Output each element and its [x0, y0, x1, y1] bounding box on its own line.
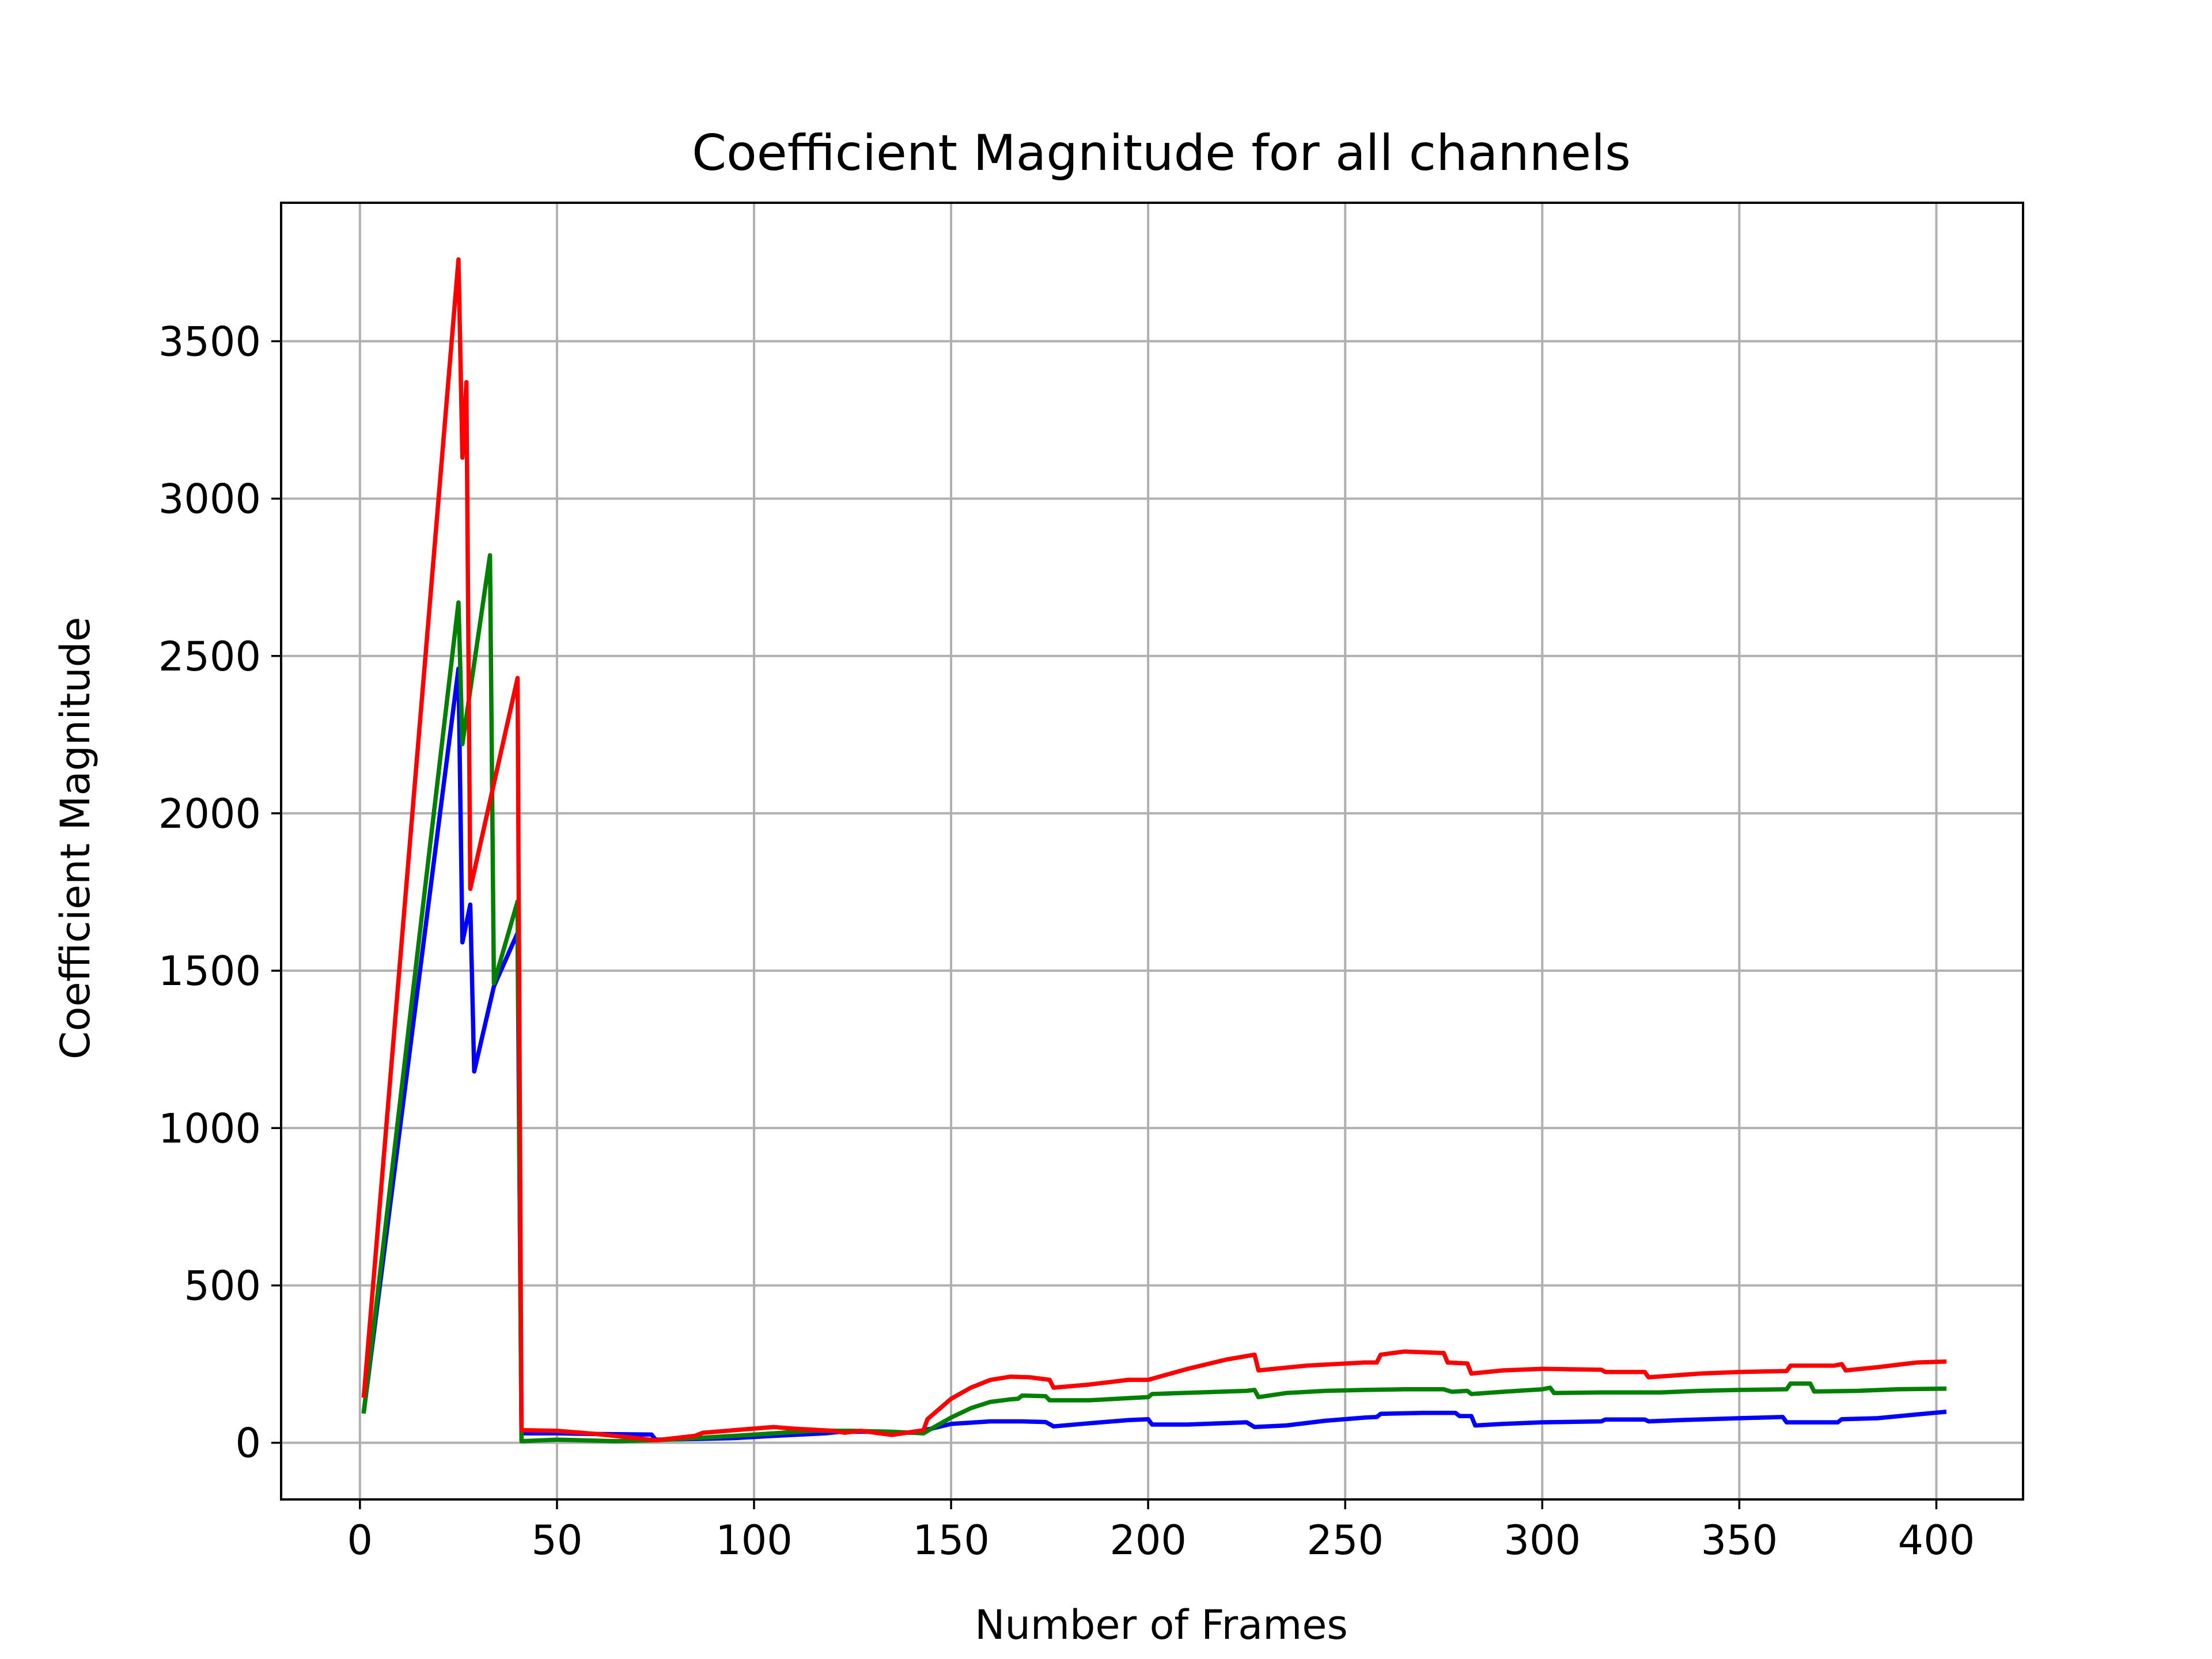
x-tick-label: 50: [531, 1517, 582, 1564]
y-tick-label: 0: [235, 1420, 261, 1467]
x-tick-label: 100: [715, 1517, 793, 1564]
series-line-2: [361, 553, 1946, 1444]
y-tick-label: 3500: [158, 318, 261, 365]
x-tick-label: 150: [912, 1517, 990, 1564]
grid: [281, 203, 2023, 1499]
series-lines: [361, 257, 1947, 1444]
x-tick-label: 0: [347, 1517, 373, 1564]
y-tick-label: 3000: [158, 476, 261, 523]
chart-title: Coefficient Magnitude for all channels: [692, 124, 1631, 182]
y-tick-label: 1500: [158, 948, 261, 995]
x-axis-label: Number of Frames: [975, 1601, 1348, 1649]
series-line-3: [361, 257, 1947, 1443]
axis-ticks: 0 50 100 150 200 250 300 350 400 0 500 1000 1500 2000…: [158, 318, 1975, 1564]
x-tick-label: 250: [1306, 1517, 1384, 1564]
x-tick-label: 350: [1701, 1517, 1778, 1564]
y-axis-label: Coefficient Magnitude: [52, 617, 99, 1059]
x-tick-label: 300: [1504, 1517, 1581, 1564]
y-tick-label: 1000: [158, 1105, 261, 1152]
y-tick-label: 500: [184, 1262, 261, 1309]
x-tick-label: 200: [1109, 1517, 1187, 1564]
plot-frame: [280, 202, 2024, 1501]
x-tick-label: 400: [1898, 1517, 1975, 1564]
y-tick-label: 2000: [158, 790, 261, 838]
series-line-1: [361, 666, 1947, 1442]
y-tick-label: 2500: [158, 633, 261, 680]
